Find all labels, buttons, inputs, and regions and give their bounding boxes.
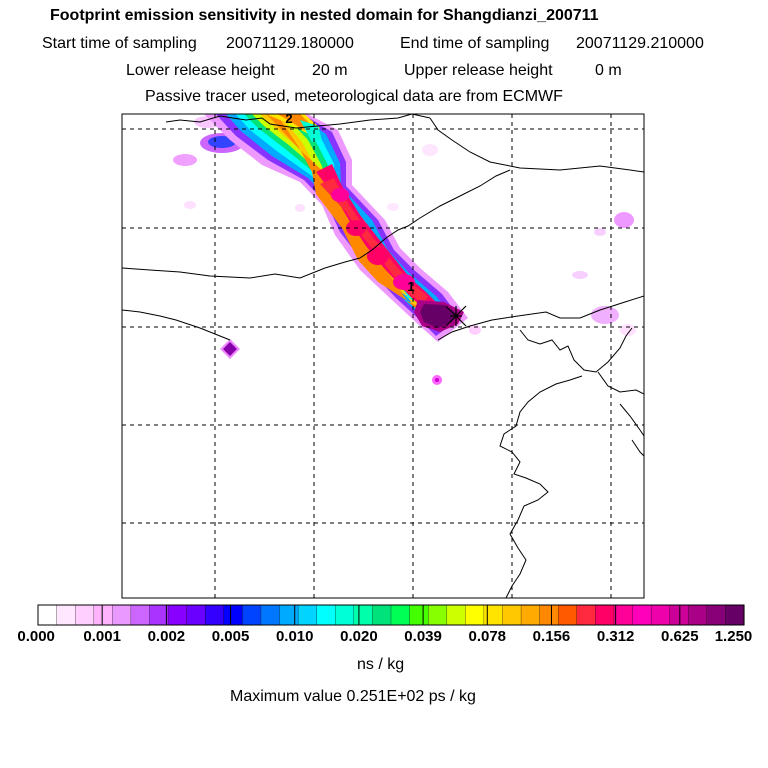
colorbar-swatch (56, 604, 76, 626)
colorbar-swatch (297, 604, 318, 626)
colorbar-swatch (112, 604, 132, 626)
colorbar-swatch (725, 604, 745, 626)
colorbar-swatch (205, 604, 225, 626)
upper-release-value: 0 m (595, 62, 622, 79)
colorbar-swatch (409, 604, 429, 626)
end-time-label: End time of sampling (400, 35, 550, 52)
tracer-note: Passive tracer used, meteorological data… (145, 88, 563, 105)
faint-sensitivity-patches (173, 116, 636, 385)
colorbar-tick-label: 0.020 (340, 628, 378, 645)
colorbar-tick-label: 0.078 (468, 628, 507, 645)
colorbar-swatch (539, 604, 559, 626)
trajectory-marker-1: 1 (407, 279, 414, 294)
colorbar-swatch (390, 604, 411, 626)
colorbar-swatch (613, 604, 634, 626)
colorbar-unit: ns / kg (357, 656, 405, 673)
colorbar-tick-label: 0.039 (404, 628, 442, 645)
grid-lines (122, 114, 644, 598)
colorbar-tick-label: 1.250 (714, 628, 753, 645)
colorbar-swatch (186, 604, 206, 626)
colorbar (37, 604, 745, 626)
colorbar-swatch (520, 604, 541, 626)
colorbar-swatch (372, 604, 392, 626)
lower-release-label: Lower release height (126, 62, 275, 79)
colorbar-swatch (335, 604, 355, 626)
colorbar-swatch (650, 604, 671, 626)
colorbar-swatch (558, 604, 578, 626)
coastlines (122, 114, 644, 598)
colorbar-swatch (502, 604, 522, 626)
max-value-label: Maximum value 0.251E+02 ps / kg (230, 688, 476, 705)
colorbar-swatch (37, 604, 58, 626)
colorbar-swatch (428, 604, 448, 626)
colorbar-tick-label: 0.312 (596, 628, 635, 645)
release-site-marker (445, 305, 467, 327)
colorbar-swatch (706, 604, 726, 626)
trajectory-marker-2: 2 (285, 111, 292, 126)
upper-release-label: Upper release height (404, 62, 553, 79)
colorbar-swatch (669, 604, 689, 626)
plot-frame (121, 113, 645, 599)
colorbar-swatch (279, 604, 299, 626)
colorbar-swatch (316, 604, 336, 626)
colorbar-tick-label: 0.010 (275, 628, 314, 645)
colorbar-swatch (353, 604, 373, 626)
colorbar-swatch (260, 604, 281, 626)
colorbar-swatch (75, 604, 95, 626)
colorbar-tick-label: 0.001 (83, 628, 121, 645)
chart-title: Footprint emission sensitivity in nested… (50, 7, 599, 24)
colorbar-swatch (688, 604, 708, 626)
colorbar-tick-label: 0.625 (661, 628, 699, 645)
colorbar-swatch (149, 604, 169, 626)
colorbar-swatch (223, 604, 243, 626)
colorbar-swatch (242, 604, 262, 626)
plume-bands (204, 114, 468, 342)
colorbar-frame (37, 604, 745, 626)
colorbar-swatch (483, 604, 504, 626)
colorbar-tick-label: 0.005 (211, 628, 250, 645)
colorbar-swatch (130, 604, 151, 626)
isolated-hotspot (220, 339, 240, 359)
colorbar-swatch (595, 604, 615, 626)
colorbar-tick-label: 0.002 (147, 628, 186, 645)
lower-release-value: 20 m (312, 62, 348, 79)
colorbar-swatch (446, 604, 466, 626)
colorbar-tick-label: 0.156 (532, 628, 571, 645)
colorbar-swatch (167, 604, 188, 626)
start-time-value: 20071129.180000 (226, 35, 354, 52)
footprint-plume (173, 114, 636, 385)
end-time-value: 20071129.210000 (576, 35, 704, 52)
start-time-label: Start time of sampling (42, 35, 197, 52)
colorbar-swatch (576, 604, 596, 626)
colorbar-swatch (465, 604, 485, 626)
colorbar-swatch (632, 604, 652, 626)
colorbar-tick-label: 0.000 (17, 628, 55, 645)
colorbar-swatch (93, 604, 113, 626)
